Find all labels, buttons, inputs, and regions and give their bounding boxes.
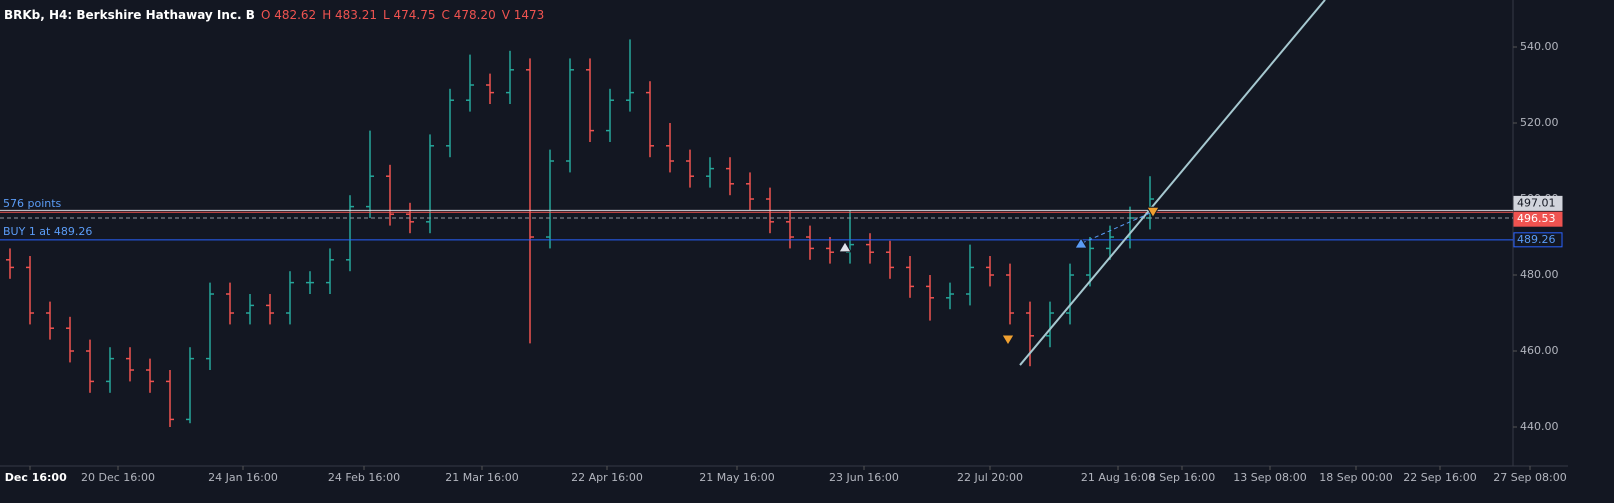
- x-tick-label: 23 Jun 16:00: [829, 471, 899, 484]
- x-tick-label: 24 Feb 16:00: [328, 471, 400, 484]
- level-label: 496.53: [1517, 212, 1556, 225]
- x-tick-label: 27 Sep 08:00: [1493, 471, 1566, 484]
- annotation: BUY 1 at 489.26: [3, 225, 92, 238]
- x-tick-label: 13 Sep 08:00: [1233, 471, 1306, 484]
- x-tick-label: 18 Sep 00:00: [1319, 471, 1392, 484]
- annotation: 576 points: [3, 197, 62, 210]
- ohlc-volume: V 1473: [501, 8, 545, 22]
- y-tick-label: 540.00: [1520, 40, 1559, 53]
- x-tick-label: 22 Jul 20:00: [957, 471, 1023, 484]
- y-tick-label: 460.00: [1520, 344, 1559, 357]
- level-badge: [1513, 232, 1563, 248]
- y-tick-label: 440.00: [1520, 420, 1559, 433]
- trade-marker: [1001, 334, 1015, 346]
- x-tick-label: 8 Sep 16:00: [1149, 471, 1215, 484]
- level-label: 489.26: [1517, 233, 1556, 246]
- ohlc-high: H 483.21: [322, 8, 378, 22]
- ohlc-close: C 478.20: [441, 8, 496, 22]
- x-tick-label: 20 Dec 16:00: [81, 471, 155, 484]
- x-tick-label: 2 Dec 16:00: [0, 471, 67, 484]
- x-tick-label: 24 Jan 16:00: [208, 471, 278, 484]
- ohlc-open: O 482.62: [260, 8, 317, 22]
- header: BRKb, H4: Berkshire Hathaway Inc. B O 482…: [4, 8, 550, 22]
- x-tick-label: 21 Mar 16:00: [445, 471, 518, 484]
- level-label: 497.01: [1517, 196, 1556, 209]
- trend-line: [1019, 0, 1326, 366]
- x-tick-label: 22 Apr 16:00: [571, 471, 643, 484]
- trade-marker: [838, 240, 852, 253]
- symbol: BRKb, H4: Berkshire Hathaway Inc. B: [4, 8, 255, 22]
- x-tick-label: 21 Aug 16:00: [1081, 471, 1155, 484]
- trade-marker: [1146, 206, 1160, 219]
- trend-line: [1081, 212, 1151, 244]
- level-badge: [1513, 195, 1563, 211]
- level-badge: [1513, 211, 1563, 227]
- x-tick-label: 21 May 16:00: [699, 471, 774, 484]
- trade-marker: [1074, 237, 1088, 249]
- y-tick-label: 480.00: [1520, 268, 1559, 281]
- ohlc-low: L 474.75: [383, 8, 436, 22]
- y-tick-label: 520.00: [1520, 116, 1559, 129]
- x-tick-label: 22 Sep 16:00: [1403, 471, 1476, 484]
